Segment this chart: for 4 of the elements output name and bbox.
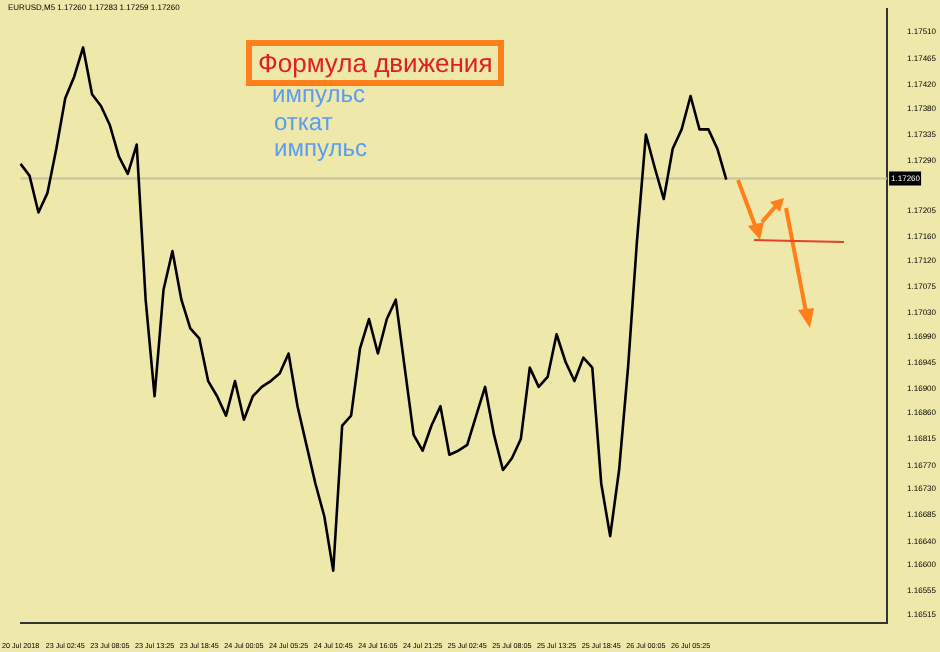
annotation: импульс	[272, 80, 365, 108]
annotation: импульс	[274, 134, 367, 162]
annotation: откат	[274, 108, 333, 136]
text: Формула движения	[258, 48, 493, 78]
